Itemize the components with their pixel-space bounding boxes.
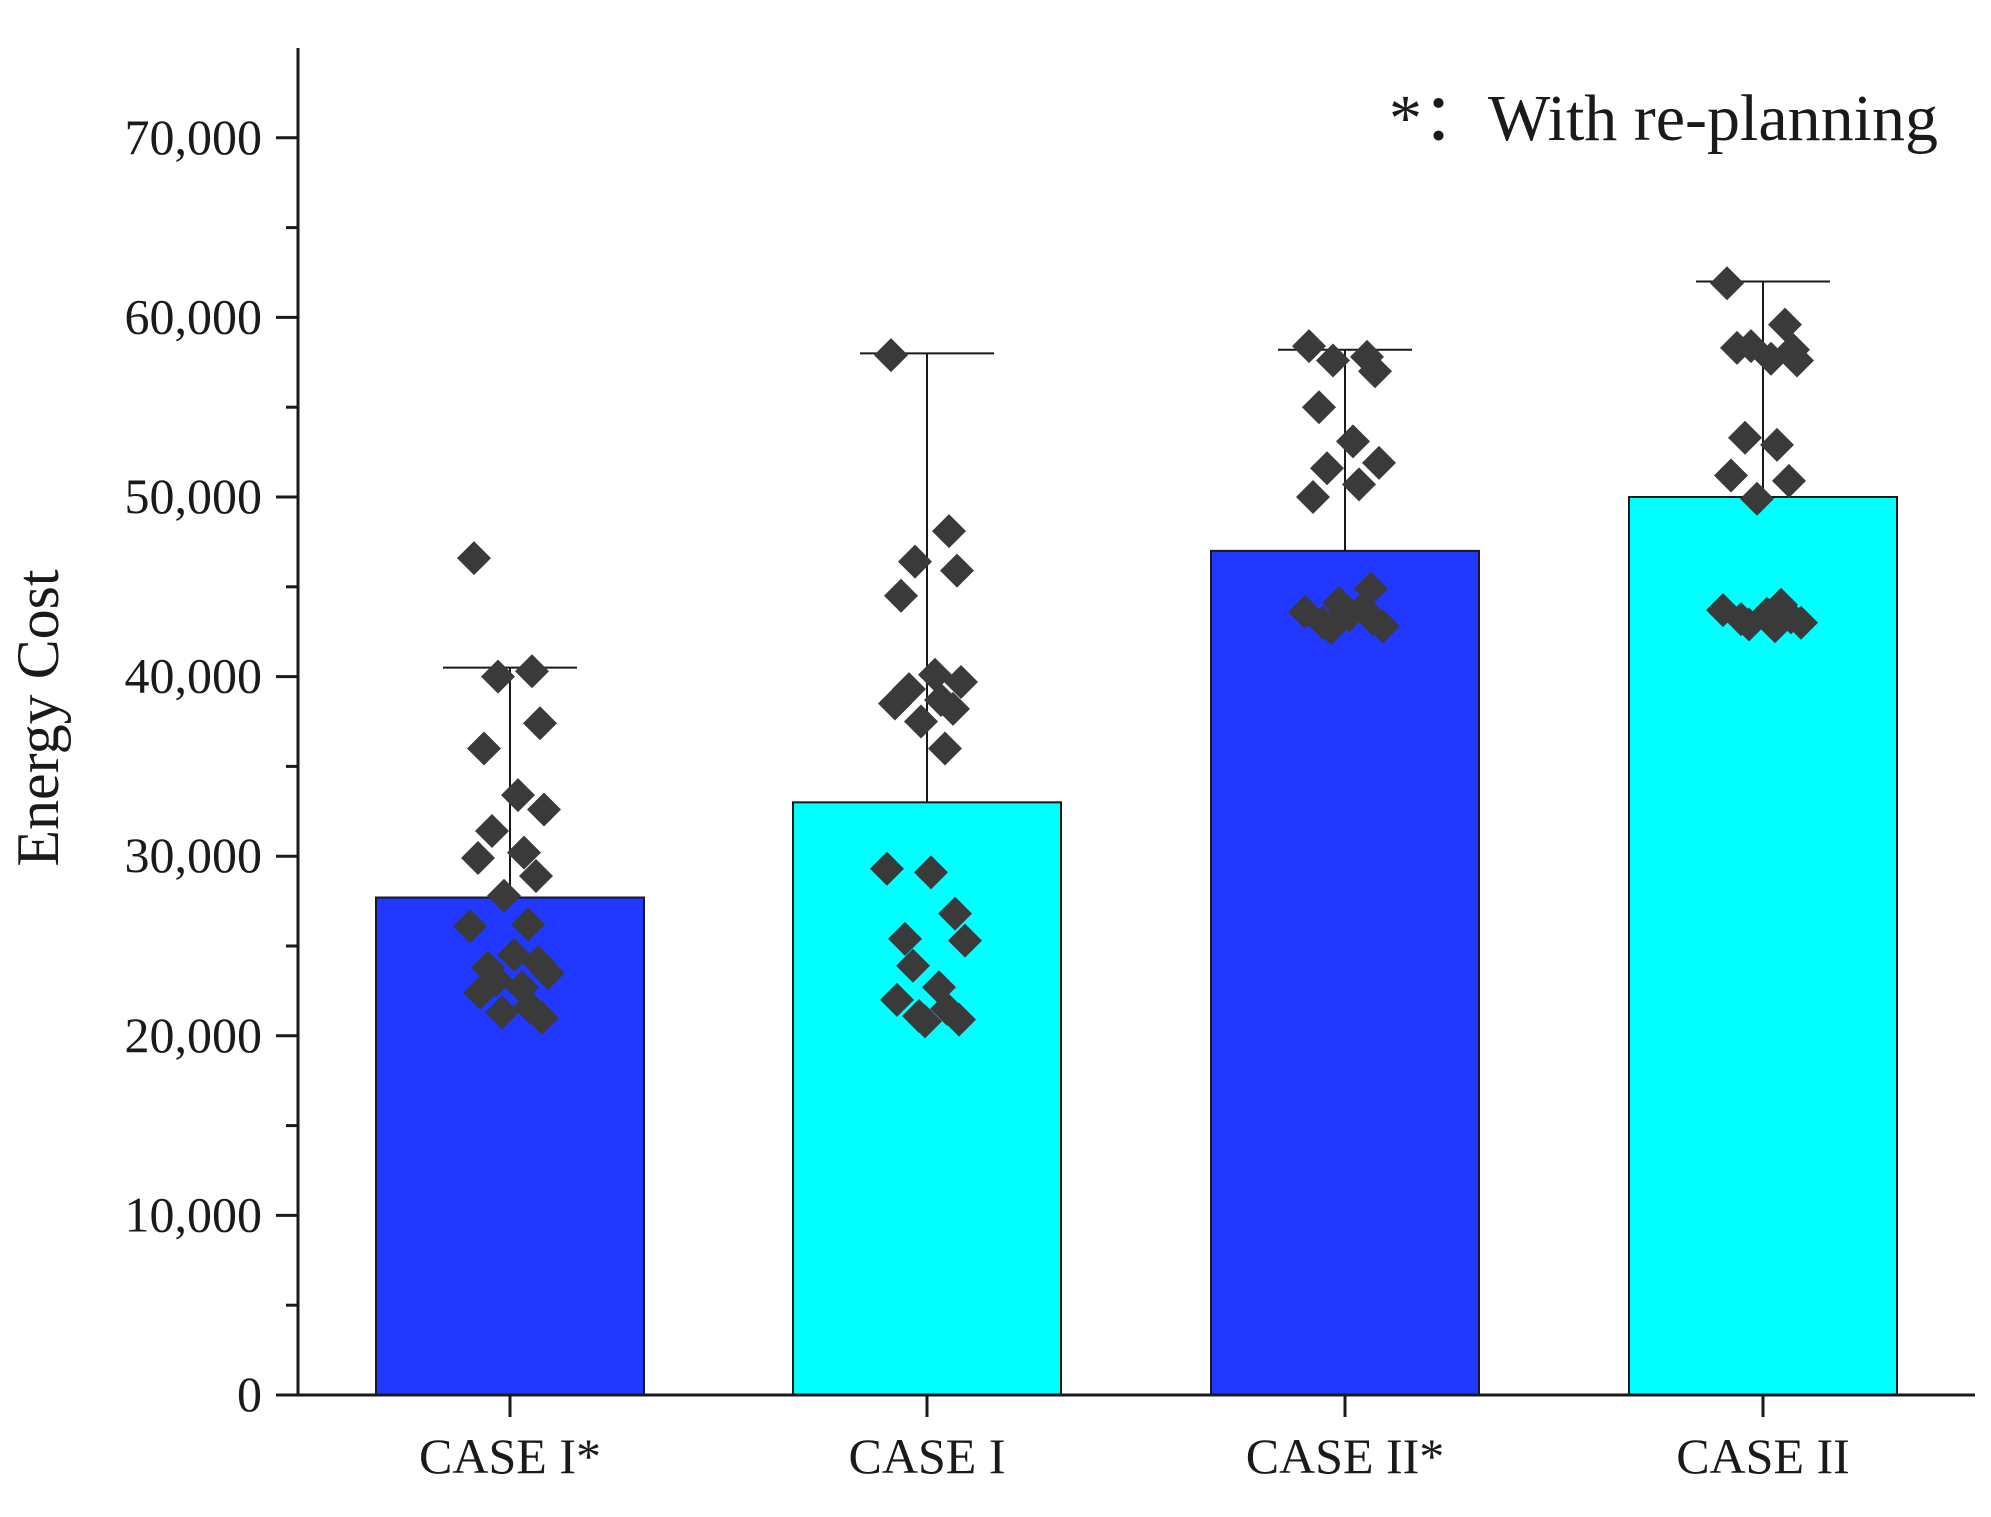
data-point-2-18	[948, 923, 982, 958]
data-point-4-5	[1720, 330, 1754, 365]
data-point-3-5	[1302, 390, 1336, 425]
y-tick-label-2: 10,000	[125, 1186, 263, 1242]
data-point-1-11	[519, 858, 553, 893]
data-point-2-12	[904, 704, 938, 739]
data-point-4-6	[1754, 341, 1788, 376]
data-point-4-20	[1758, 609, 1792, 644]
data-point-4-10	[1714, 458, 1748, 493]
data-point-3-10	[1296, 480, 1330, 514]
data-point-2-2	[932, 514, 966, 549]
data-point-4-11	[1772, 463, 1806, 498]
data-point-4-12	[1740, 481, 1774, 516]
data-point-4-18	[1784, 605, 1818, 640]
data-point-1-14	[453, 909, 487, 944]
data-point-2-24	[942, 1002, 976, 1037]
y-tick-label-1: 0	[237, 1366, 262, 1422]
data-point-3-7	[1362, 445, 1396, 480]
annotation-text: *：With re-planning	[1389, 82, 1938, 155]
data-point-2-5	[884, 578, 918, 613]
data-point-3-8	[1310, 451, 1344, 486]
data-point-2-6	[918, 657, 952, 692]
data-point-1-24	[525, 1000, 559, 1035]
x-tick-label-2: CASE I	[849, 1428, 1006, 1484]
data-point-1-10	[461, 840, 495, 875]
data-point-1-7	[527, 792, 561, 827]
data-point-3-9	[1342, 467, 1376, 502]
data-point-2-7	[944, 664, 978, 699]
y-tick-label-3: 20,000	[125, 1007, 263, 1063]
data-point-2-25	[908, 1004, 942, 1039]
data-point-4-8	[1728, 420, 1762, 455]
data-point-1-3	[481, 659, 515, 694]
y-tick-label-5: 40,000	[125, 648, 263, 704]
x-tick-label-4: CASE II	[1676, 1428, 1850, 1484]
y-tick-label-4: 30,000	[125, 827, 263, 883]
data-point-2-14	[870, 851, 904, 886]
data-point-2-15	[914, 855, 948, 890]
data-point-2-16	[938, 896, 972, 931]
data-point-3-18	[1366, 609, 1400, 644]
bar-3	[1210, 549, 1480, 1396]
data-point-1-23	[485, 995, 519, 1030]
data-point-3-6	[1336, 424, 1370, 459]
data-point-1-4	[523, 706, 557, 741]
y-tick-label-8: 70,000	[125, 109, 263, 165]
data-point-2-19	[896, 948, 930, 983]
data-point-2-3	[898, 544, 932, 579]
bar-1	[375, 896, 645, 1396]
data-point-1-5	[467, 731, 501, 766]
y-tick-label-6: 50,000	[125, 468, 263, 524]
data-point-2-10	[878, 686, 912, 721]
data-point-1-6	[501, 778, 535, 813]
y-tick-label-7: 60,000	[125, 288, 263, 344]
data-point-3-1	[1292, 329, 1326, 364]
data-point-2-4	[940, 553, 974, 588]
bar-2	[792, 801, 1062, 1396]
data-point-1-9	[507, 835, 541, 870]
data-point-2-17	[888, 921, 922, 956]
data-point-4-1	[1710, 266, 1744, 301]
data-point-2-11	[936, 691, 970, 726]
y-axis-title: Energy Cost	[5, 569, 71, 867]
data-point-4-7	[1780, 343, 1814, 378]
data-point-4-19	[1732, 607, 1766, 642]
data-point-1-8	[475, 814, 509, 849]
data-point-3-19	[1314, 611, 1348, 646]
bar-4	[1628, 496, 1898, 1396]
data-point-1-18	[531, 955, 565, 990]
x-tick-label-3: CASE II*	[1246, 1428, 1445, 1484]
data-point-1-12	[487, 878, 521, 913]
data-point-1-21	[463, 975, 497, 1010]
data-point-4-9	[1760, 427, 1794, 462]
x-tick-label-1: CASE I*	[419, 1428, 601, 1484]
data-point-1-13	[511, 907, 545, 942]
data-point-2-21	[880, 982, 914, 1017]
data-point-1-1	[457, 541, 491, 576]
data-point-3-4	[1358, 354, 1392, 389]
data-point-2-13	[928, 731, 962, 766]
data-point-1-2	[515, 654, 549, 689]
data-point-3-3	[1316, 343, 1350, 378]
data-point-2-1	[874, 338, 908, 373]
data-point-4-2	[1768, 307, 1802, 342]
